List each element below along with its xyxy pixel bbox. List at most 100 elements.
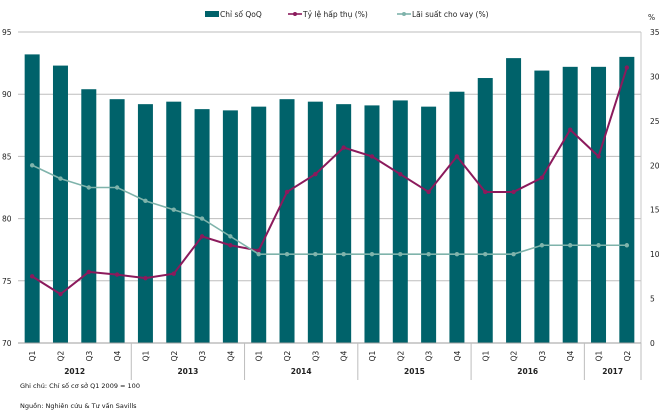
line-point — [426, 251, 431, 257]
line-point — [568, 127, 573, 132]
line-point — [284, 251, 290, 257]
line-point — [143, 275, 148, 281]
x-tick-label: Q4 — [566, 350, 575, 361]
line-path — [31, 67, 628, 296]
line-point — [228, 234, 233, 239]
line-point — [596, 154, 601, 159]
x-tick-label: Q1 — [368, 350, 377, 361]
year-label: 2013 — [177, 367, 198, 376]
bar — [279, 99, 295, 344]
x-tick-label: Q3 — [425, 350, 434, 361]
chart-note: Ghi chú: Chỉ số cơ sở Q1 2009 = 100 — [20, 382, 140, 390]
line-point — [369, 251, 375, 257]
line-point — [228, 243, 233, 248]
bar — [449, 91, 465, 343]
line-point — [341, 251, 346, 257]
left-tick-label: 90 — [2, 90, 12, 99]
line-series — [29, 65, 630, 297]
line-point — [29, 163, 35, 168]
x-tick-label: Q3 — [311, 350, 320, 361]
bar — [137, 104, 153, 343]
line-point — [313, 171, 318, 177]
x-tick-label: Q2 — [623, 350, 632, 361]
line-point — [58, 176, 63, 181]
x-tick-label: Q2 — [396, 350, 405, 361]
line-point — [596, 243, 601, 248]
right-axis-unit: % — [648, 13, 655, 22]
bar — [506, 58, 522, 344]
line-point — [143, 198, 148, 204]
bar — [477, 78, 493, 343]
right-tick-label: 0 — [650, 339, 655, 348]
legend-label: Tỷ lệ hấp thụ (%) — [302, 10, 368, 19]
legend-label: Chỉ số QoQ — [220, 10, 262, 19]
line-point — [86, 269, 91, 275]
bar — [336, 104, 352, 343]
legend-swatch-marker — [402, 12, 406, 16]
bar — [591, 66, 607, 343]
line-point — [624, 65, 630, 70]
line-point — [624, 243, 630, 248]
bar — [251, 106, 267, 343]
line-point — [398, 251, 403, 257]
x-tick-label: Q3 — [85, 350, 94, 361]
x-tick-label: Q2 — [170, 350, 179, 361]
year-label: 2012 — [64, 367, 85, 376]
line-point — [199, 216, 205, 221]
line-point — [454, 154, 460, 159]
right-tick-label: 15 — [650, 206, 660, 215]
bar — [194, 109, 210, 344]
legend-swatch-bar — [205, 11, 219, 17]
left-tick-label: 85 — [2, 152, 12, 161]
line-point — [341, 145, 346, 150]
line-point — [454, 251, 460, 257]
line-point — [29, 274, 35, 279]
line-point — [171, 271, 176, 276]
line-point — [114, 185, 120, 190]
line-point — [539, 243, 545, 248]
legend-label: Lãi suất cho vay (%) — [412, 10, 489, 19]
bar — [109, 99, 125, 344]
bar — [392, 100, 408, 343]
year-label: 2016 — [517, 367, 538, 376]
right-tick-label: 30 — [650, 72, 660, 81]
x-tick-label: Q3 — [538, 350, 547, 361]
line-point — [171, 207, 176, 212]
bar — [619, 56, 635, 343]
x-tick-label: Q2 — [56, 350, 65, 361]
left-tick-label: 70 — [2, 339, 12, 348]
line-point — [58, 291, 63, 297]
line-point — [256, 251, 261, 257]
x-tick-label: Q4 — [226, 350, 235, 361]
bar — [24, 54, 40, 343]
x-axis: Q1 Q2 Q3 Q4 Q1 Q2 Q3 Q4 Q1 Q2 Q3 Q4 Q1 Q2 Q3 Q4 Q1 Q2 Q3 Q4… — [18, 342, 642, 380]
line-point — [86, 185, 91, 190]
left-tick-label: 75 — [2, 277, 12, 286]
right-tick-label: 20 — [650, 161, 660, 170]
left-axis: 70 75 80 85 90 95 — [2, 28, 12, 348]
line-point — [483, 251, 488, 257]
year-label: 2017 — [602, 367, 623, 376]
x-tick-label: Q3 — [198, 350, 207, 361]
right-tick-label: 35 — [650, 28, 660, 37]
x-tick-label: Q1 — [595, 350, 604, 361]
year-label: 2015 — [404, 367, 425, 376]
right-tick-label: 10 — [650, 250, 660, 259]
line-path — [31, 164, 627, 255]
right-tick-label: 5 — [650, 295, 655, 304]
line-point — [483, 189, 488, 195]
line-point — [369, 154, 375, 159]
x-tick-label: Q4 — [113, 350, 122, 361]
line-point — [256, 248, 261, 253]
bar-series — [24, 54, 635, 344]
legend-swatch-marker — [293, 12, 297, 16]
x-tick-label: Q4 — [340, 350, 349, 361]
x-tick-label: Q2 — [283, 350, 292, 361]
line-point — [511, 251, 516, 257]
x-tick-label: Q1 — [141, 350, 150, 361]
legend: Chỉ số QoQ Tỷ lệ hấp thụ (%) Lãi suất cho … — [205, 10, 489, 19]
bar — [364, 105, 380, 344]
chart-source: Nguồn: Nghiên cứu & Tư vấn Savills — [20, 402, 137, 410]
bar — [166, 101, 182, 343]
